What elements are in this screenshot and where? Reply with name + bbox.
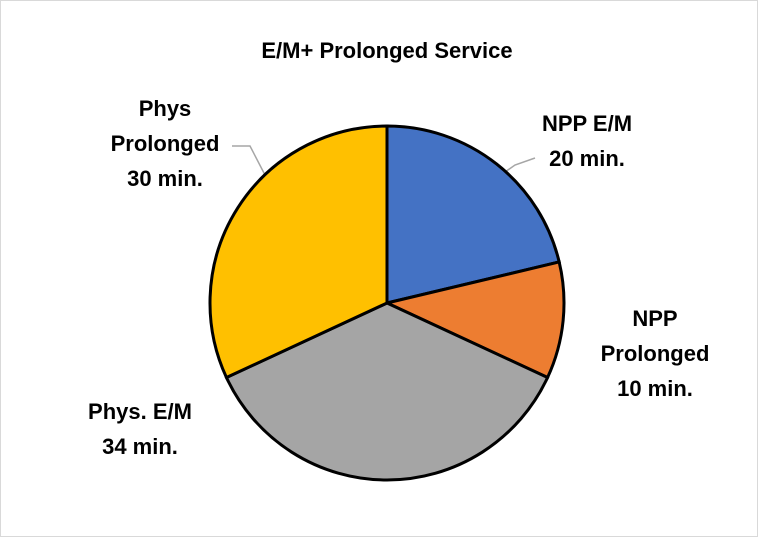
value-label: 34 min.	[102, 434, 178, 459]
value-label: 20 min.	[549, 146, 625, 171]
label-line: Prolonged	[111, 131, 220, 156]
label-line: NPP	[632, 306, 677, 331]
pie-slice	[208, 124, 389, 380]
slice-label: Phys. E/M	[88, 399, 192, 424]
pie-slice	[382, 260, 566, 380]
value-label: 30 min.	[127, 166, 203, 191]
slice-label: Phys Prolonged	[111, 96, 220, 156]
slice-label: NPP E/M	[542, 111, 632, 136]
slice-label: NPP Prolonged	[601, 306, 710, 366]
value-label: 10 min.	[617, 376, 693, 401]
leader-line	[504, 157, 536, 173]
label-line: Prolonged	[601, 341, 710, 366]
pie-slice	[224, 301, 550, 482]
leader-line	[232, 145, 266, 176]
pie-slice	[385, 124, 561, 305]
label-line: Phys	[139, 96, 192, 121]
chart-title: E/M+ Prolonged Service	[261, 38, 512, 63]
